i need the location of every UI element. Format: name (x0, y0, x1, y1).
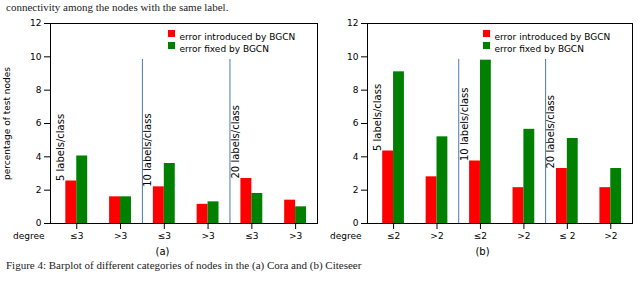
svg-text:>2: >2 (604, 231, 617, 241)
html-text:(a): (a) (155, 246, 170, 257)
svg-text:degree: degree (330, 231, 362, 241)
svg-text:>2: >2 (430, 231, 443, 241)
svg-text:>2: >2 (517, 231, 530, 241)
svg-text:≤3: ≤3 (70, 231, 83, 241)
svg-text:0: 0 (353, 218, 359, 228)
svg-text:0: 0 (36, 218, 42, 228)
svg-text:≤2: ≤2 (474, 231, 487, 241)
svg-text:error fixed by BGCN: error fixed by BGCN (180, 44, 269, 54)
svg-text:≤3: ≤3 (158, 231, 171, 241)
html-text:connectivity among the nodes w: connectivity among the nodes with the sa… (6, 1, 229, 13)
svg-text:5 labels/class: 5 labels/class (55, 114, 66, 181)
svg-text:error introduced by BGCN: error introduced by BGCN (495, 32, 611, 42)
html-text:(b): (b) (475, 246, 490, 257)
svg-text:4: 4 (353, 152, 359, 162)
svg-text:error fixed by BGCN: error fixed by BGCN (495, 44, 584, 54)
svg-text:12: 12 (30, 18, 41, 28)
svg-text:error introduced by BGCN: error introduced by BGCN (180, 32, 296, 42)
svg-text:6: 6 (36, 118, 42, 128)
svg-text:4: 4 (36, 152, 42, 162)
svg-text:≤3: ≤3 (245, 231, 258, 241)
svg-text:>3: >3 (289, 231, 302, 241)
svg-text:>3: >3 (114, 231, 127, 241)
svg-text:6: 6 (353, 118, 359, 128)
svg-text:2: 2 (353, 185, 359, 195)
svg-text:10 labels/class: 10 labels/class (142, 113, 153, 187)
svg-text:12: 12 (347, 18, 358, 28)
svg-text:≤ 2: ≤ 2 (559, 231, 575, 241)
svg-text:5 labels/class: 5 labels/class (372, 84, 383, 151)
svg-text:10 labels/class: 10 labels/class (459, 88, 470, 162)
svg-text:10: 10 (347, 52, 359, 62)
svg-text:20 labels/class: 20 labels/class (230, 105, 241, 179)
svg-text:2: 2 (36, 185, 42, 195)
svg-text:percentage of test nodes: percentage of test nodes (2, 67, 12, 180)
svg-text:degree: degree (13, 231, 45, 241)
svg-text:8: 8 (353, 85, 359, 95)
svg-text:≤2: ≤2 (387, 231, 400, 241)
svg-text:20 labels/class: 20 labels/class (545, 95, 556, 169)
svg-text:>3: >3 (201, 231, 214, 241)
svg-text:8: 8 (36, 85, 42, 95)
svg-text:10: 10 (30, 52, 42, 62)
html-text:Figure 4: Barplot of different: Figure 4: Barplot of different categorie… (6, 259, 362, 271)
